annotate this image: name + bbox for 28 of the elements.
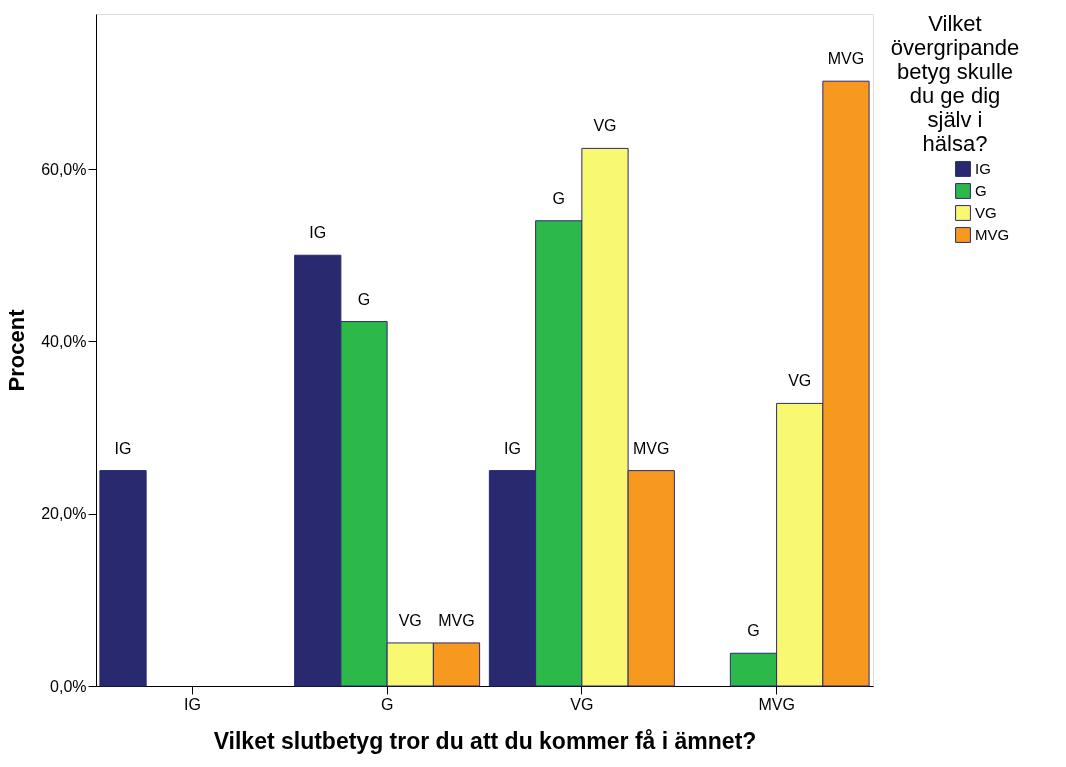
data-label: G (552, 189, 565, 207)
legend-label: G (975, 182, 987, 199)
legend-title: Vilket övergripande betyg skulle du ge dig själv i hälsa? (890, 11, 1020, 156)
data-label: IG (504, 439, 521, 457)
y-tick-label: 20,0% (41, 505, 87, 523)
data-label: G (357, 290, 371, 308)
data-label: VG (593, 117, 617, 135)
y-tick-label: 40,0% (41, 332, 87, 350)
data-label: IG (309, 224, 327, 242)
data-label: MVG (633, 439, 670, 457)
y-tick-label: 60,0% (41, 160, 87, 178)
legend-label: MVG (975, 226, 1010, 243)
x-axis-title: Vilket slutbetyg tror du att du kommer få i ämnet? (213, 727, 757, 754)
bar (99, 470, 147, 687)
x-tick-label: MVG (758, 695, 795, 713)
x-tick-label: IG (183, 695, 201, 713)
data-label: MVG (438, 611, 475, 629)
legend-label: IG (975, 160, 991, 177)
data-label: G (747, 622, 760, 640)
data-label: VG (398, 611, 422, 629)
data-label: IG (114, 439, 132, 457)
x-tick-label: G (380, 695, 394, 713)
y-tick-label: 0,0% (50, 677, 87, 695)
legend-label: VG (975, 204, 997, 221)
data-label: VG (788, 372, 812, 390)
x-tick-label: VG (570, 695, 594, 713)
data-label: MVG (827, 50, 865, 68)
y-axis-title: Procent (4, 308, 30, 392)
